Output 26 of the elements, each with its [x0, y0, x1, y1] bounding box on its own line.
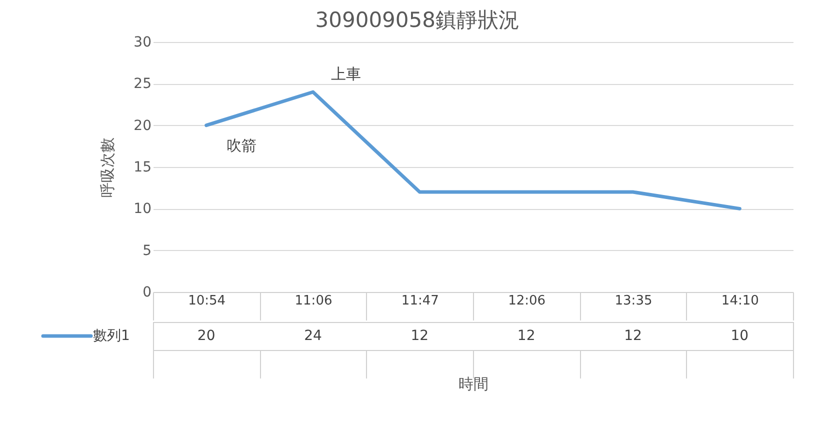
y-axis-title: 呼吸次數 [98, 138, 117, 198]
x-tick-label: 11:47 [401, 294, 439, 308]
annotation: 吹箭 [226, 136, 256, 154]
y-tick-label: 20 [134, 118, 152, 134]
x-tick-label: 12:06 [508, 294, 546, 308]
annotation: 上車 [331, 65, 361, 83]
y-tick-label: 15 [134, 160, 152, 176]
data-label: 12 [624, 328, 642, 344]
x-tick-label: 11:06 [294, 294, 332, 308]
x-tick-label: 14:10 [721, 294, 759, 308]
y-tick-label: 10 [134, 201, 152, 218]
chart-title: 309009058鎮靜狀況 [315, 8, 520, 32]
y-tick-label: 0 [142, 284, 152, 300]
y-tick-label: 5 [142, 242, 152, 259]
x-axis-title: 時間 [458, 375, 488, 393]
x-tick-label: 13:35 [614, 294, 652, 308]
x-tick-label: 10:54 [188, 294, 226, 308]
y-tick-label: 25 [134, 76, 152, 92]
data-label: 24 [304, 328, 322, 344]
data-label: 12 [517, 328, 536, 344]
line-series [204, 90, 742, 210]
y-tick-label: 30 [134, 34, 152, 50]
data-label: 10 [730, 328, 749, 344]
data-label: 20 [197, 328, 216, 344]
legend-label: 數列1 [93, 328, 130, 344]
data-label: 12 [410, 328, 429, 344]
